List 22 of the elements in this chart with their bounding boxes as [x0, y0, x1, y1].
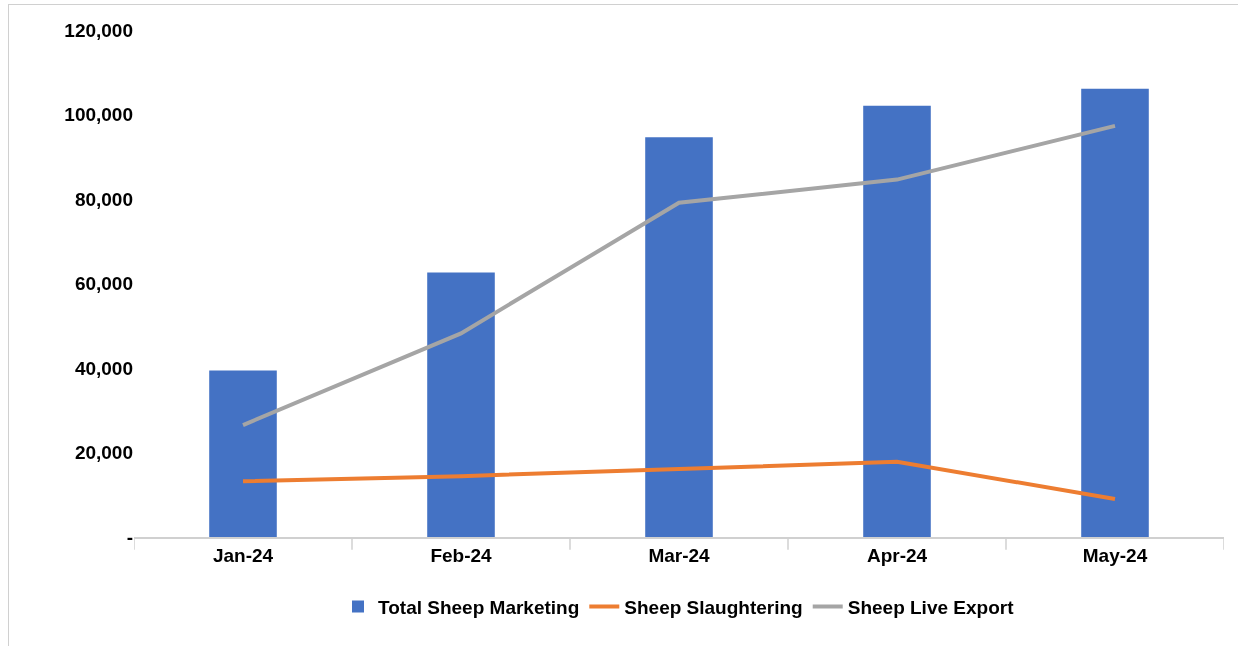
y-tick-label: 100,000 — [64, 104, 133, 126]
y-tick-label: 20,000 — [74, 442, 133, 464]
y-tick-label: 80,000 — [74, 188, 133, 210]
y-tick-label: - — [126, 526, 133, 548]
bar — [1081, 88, 1149, 537]
line-series — [241, 123, 1117, 428]
x-tick-label: Feb-24 — [430, 544, 493, 566]
legend-label: Total Sheep Marketing — [378, 596, 580, 618]
line-series — [241, 459, 1117, 501]
x-tick-label: Mar-24 — [648, 544, 711, 566]
legend-label: Sheep Live Export — [847, 596, 1015, 618]
bar — [427, 272, 495, 537]
bar — [645, 137, 713, 537]
y-tick-label: 40,000 — [74, 357, 133, 379]
bar — [863, 105, 931, 537]
bar — [209, 370, 277, 537]
x-tick-label: May-24 — [1082, 544, 1148, 566]
y-tick-label: 120,000 — [64, 19, 133, 41]
x-tick-label: Jan-24 — [212, 544, 274, 566]
legend-label: Sheep Slaughtering — [624, 596, 803, 618]
x-tick-label: Apr-24 — [866, 544, 928, 566]
y-tick-label: 60,000 — [74, 273, 133, 295]
